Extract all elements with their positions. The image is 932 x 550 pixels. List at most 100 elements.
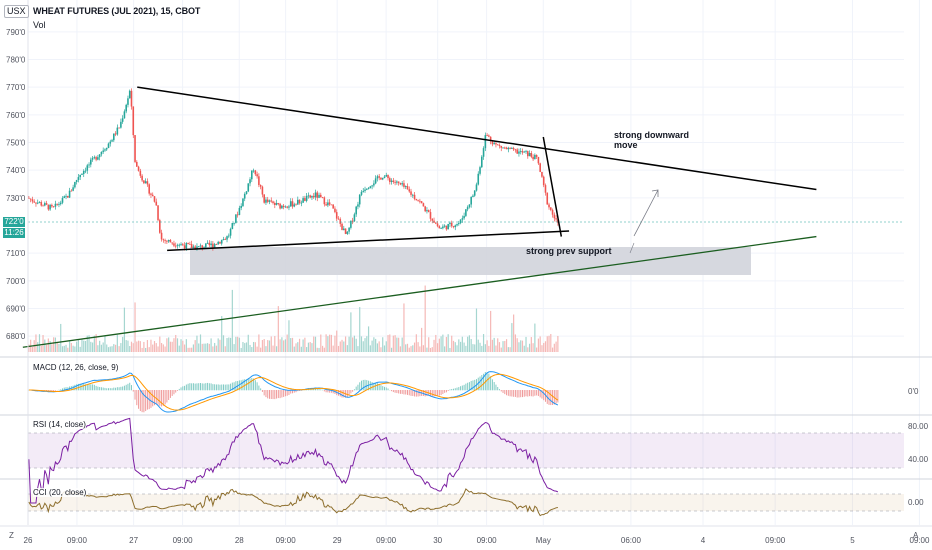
macd-histogram-bar	[536, 390, 538, 396]
macd-histogram-bar	[164, 390, 166, 405]
macd-histogram-bar	[92, 384, 94, 391]
volume-bar	[394, 335, 396, 352]
candle-body	[335, 212, 338, 219]
macd-histogram-bar	[283, 390, 285, 397]
volume-bar	[166, 338, 168, 352]
candle-body	[88, 164, 90, 166]
volume-bar	[70, 343, 72, 352]
candle-body	[502, 147, 504, 149]
macd-histogram-bar	[230, 383, 232, 391]
time-tick-label: 09:00	[376, 536, 397, 545]
macd-histogram-bar	[456, 387, 458, 391]
candle-body	[473, 190, 476, 196]
candle-body	[404, 186, 407, 187]
volume-bar	[214, 342, 216, 352]
candle-body	[233, 222, 235, 224]
macd-histogram-bar	[401, 390, 403, 394]
candle-body	[459, 219, 462, 224]
candle-body	[61, 198, 64, 203]
macd-histogram-bar	[461, 385, 463, 391]
volume-bar	[134, 302, 136, 352]
candle-body	[298, 199, 301, 204]
macd-histogram-bar	[265, 390, 267, 398]
candle-body	[411, 194, 414, 196]
macd-histogram-bar	[143, 390, 145, 413]
candle-body	[429, 212, 432, 219]
candle-body	[289, 201, 292, 207]
macd-histogram-bar	[424, 390, 426, 397]
volume-bar	[415, 334, 417, 352]
macd-histogram-bar	[385, 387, 387, 391]
cci-tick-label: 0.00	[908, 498, 924, 507]
candle-body	[33, 201, 35, 203]
macd-histogram-bar	[222, 384, 224, 391]
candle-body	[394, 181, 396, 183]
auto-scale-icon[interactable]: A	[913, 531, 919, 540]
macd-histogram-bar	[214, 384, 216, 391]
macd-histogram-bar	[208, 383, 210, 391]
candle-body	[36, 202, 39, 204]
volume-bar	[245, 342, 248, 352]
candle-body	[70, 190, 73, 192]
volume-bar	[488, 345, 490, 352]
macd-histogram-bar	[474, 379, 476, 391]
candle-body	[505, 147, 508, 150]
macd-histogram-bar	[327, 390, 329, 393]
symbol-badge[interactable]: USX	[4, 5, 29, 18]
trendline-uptrend	[22, 235, 817, 348]
volume-bar	[111, 346, 113, 352]
candle-body	[542, 176, 545, 186]
macd-histogram-bar	[523, 390, 525, 397]
macd-histogram-bar	[426, 390, 428, 397]
macd-histogram-bar	[447, 390, 449, 391]
chart-title: WHEAT FUTURES (JUL 2021), 15, CBOT	[33, 6, 201, 16]
volume-bar	[244, 343, 246, 352]
macd-histogram-bar	[484, 372, 486, 391]
candle-body	[220, 239, 223, 244]
candle-body	[408, 189, 411, 192]
macd-histogram-bar	[451, 388, 453, 391]
candle-body	[318, 194, 320, 198]
macd-histogram-bar	[130, 385, 132, 391]
candle-body	[390, 180, 393, 182]
macd-histogram-bar	[99, 386, 101, 391]
candle-body	[286, 206, 288, 208]
macd-histogram-bar	[479, 376, 481, 391]
volume-bar	[231, 289, 233, 352]
volume-bar	[88, 335, 90, 352]
volume-bars	[28, 285, 559, 352]
candle-body	[281, 205, 283, 209]
candle-body	[417, 200, 419, 202]
volume-bar	[323, 347, 325, 352]
trendlines[interactable]	[22, 86, 817, 348]
candle-body	[160, 232, 163, 240]
volume-bar	[97, 345, 99, 352]
candle-body	[553, 214, 556, 219]
volume-bar	[84, 341, 87, 352]
volume-bar	[76, 341, 78, 352]
macd-histogram-bar	[314, 388, 316, 391]
macd-histogram-bar	[435, 390, 437, 397]
annotation-downward-move: strong downward move	[614, 130, 689, 150]
timezone-icon[interactable]: Z	[9, 531, 14, 540]
volume-bar	[537, 338, 540, 352]
candle-body	[362, 190, 365, 192]
macd-histogram-bar	[534, 390, 536, 396]
macd-histogram-bar	[548, 390, 550, 405]
candle-body	[284, 206, 287, 208]
volume-bar	[125, 340, 127, 352]
volume-bar	[123, 307, 126, 352]
volume-bar	[528, 343, 531, 352]
candle-body	[265, 199, 267, 203]
volume-bar	[28, 344, 30, 352]
price-axis: 790'0 780'0 770'0 760'0 750'0 740'0 730'0 710'0…	[6, 0, 929, 525]
macd-histogram-bar	[97, 386, 99, 391]
macd-histogram-bar	[444, 390, 446, 393]
candle-body	[548, 204, 550, 208]
volume-bar	[100, 344, 103, 352]
macd-histogram-bar	[104, 387, 106, 391]
volume-bar	[438, 338, 440, 352]
candle-body	[337, 218, 340, 220]
macd-histogram-bar	[207, 382, 209, 391]
